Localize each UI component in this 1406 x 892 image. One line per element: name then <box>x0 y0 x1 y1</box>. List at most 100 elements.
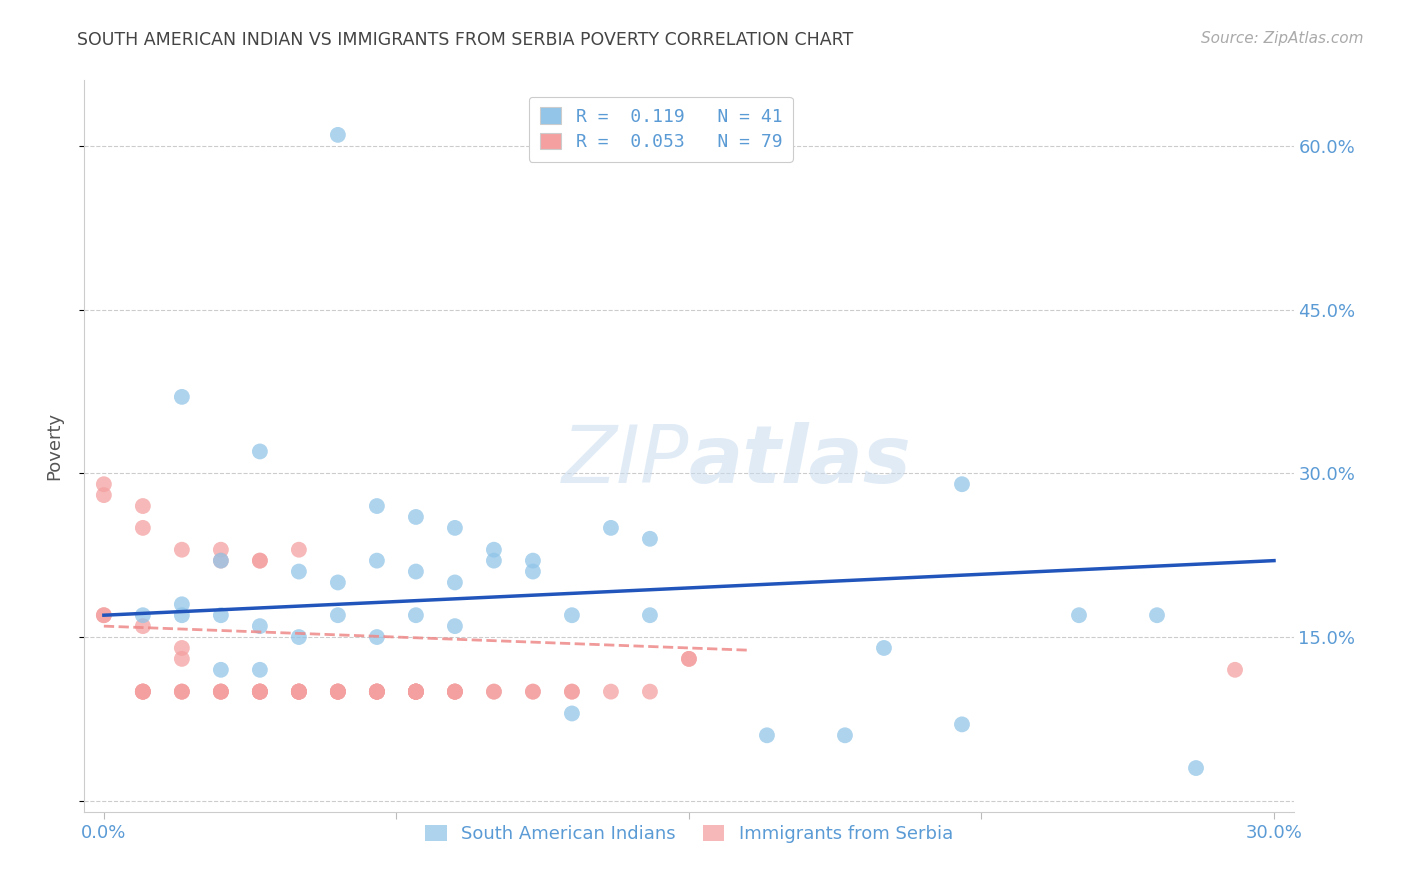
Point <box>405 684 427 698</box>
Point <box>288 542 311 557</box>
Point <box>132 684 155 698</box>
Point <box>561 684 583 698</box>
Point <box>522 554 544 568</box>
Point <box>288 630 311 644</box>
Point <box>366 630 388 644</box>
Point <box>366 684 388 698</box>
Point <box>288 684 311 698</box>
Point <box>170 684 193 698</box>
Point <box>288 684 311 698</box>
Point <box>209 608 232 623</box>
Point <box>366 684 388 698</box>
Point <box>288 565 311 579</box>
Point <box>170 684 193 698</box>
Point <box>93 608 115 623</box>
Point <box>638 684 661 698</box>
Point <box>405 684 427 698</box>
Point <box>249 619 271 633</box>
Point <box>326 684 349 698</box>
Point <box>288 684 311 698</box>
Point <box>209 684 232 698</box>
Point <box>93 608 115 623</box>
Point <box>366 499 388 513</box>
Point <box>170 640 193 655</box>
Point <box>561 706 583 721</box>
Point <box>405 608 427 623</box>
Point <box>249 684 271 698</box>
Point <box>209 554 232 568</box>
Point <box>209 663 232 677</box>
Point <box>600 521 623 535</box>
Point <box>249 663 271 677</box>
Point <box>249 684 271 698</box>
Point <box>444 521 467 535</box>
Point <box>444 619 467 633</box>
Point <box>561 684 583 698</box>
Point <box>1223 663 1246 677</box>
Point <box>170 542 193 557</box>
Point <box>873 640 896 655</box>
Point <box>209 684 232 698</box>
Point <box>482 554 505 568</box>
Point <box>444 684 467 698</box>
Point <box>209 554 232 568</box>
Point <box>132 684 155 698</box>
Point <box>405 684 427 698</box>
Point <box>405 684 427 698</box>
Point <box>249 684 271 698</box>
Text: Source: ZipAtlas.com: Source: ZipAtlas.com <box>1201 31 1364 46</box>
Legend: South American Indians, Immigrants from Serbia: South American Indians, Immigrants from … <box>418 818 960 850</box>
Point <box>288 684 311 698</box>
Point <box>522 684 544 698</box>
Point <box>834 728 856 742</box>
Point <box>444 575 467 590</box>
Point <box>366 684 388 698</box>
Point <box>444 684 467 698</box>
Point <box>93 477 115 491</box>
Point <box>326 684 349 698</box>
Point <box>405 510 427 524</box>
Y-axis label: Poverty: Poverty <box>45 412 63 480</box>
Point <box>405 684 427 698</box>
Point <box>366 554 388 568</box>
Point <box>326 684 349 698</box>
Text: ZIP: ZIP <box>561 422 689 500</box>
Point <box>326 128 349 142</box>
Point <box>444 684 467 698</box>
Point <box>482 542 505 557</box>
Point <box>249 554 271 568</box>
Point <box>1185 761 1208 775</box>
Point <box>288 684 311 698</box>
Point <box>950 477 973 491</box>
Point <box>132 521 155 535</box>
Point <box>170 684 193 698</box>
Point <box>249 684 271 698</box>
Point <box>209 684 232 698</box>
Point <box>366 684 388 698</box>
Point <box>405 565 427 579</box>
Point <box>326 684 349 698</box>
Point <box>482 684 505 698</box>
Point <box>1067 608 1090 623</box>
Point <box>132 684 155 698</box>
Point <box>326 575 349 590</box>
Point <box>678 652 700 666</box>
Point <box>405 684 427 698</box>
Point <box>132 684 155 698</box>
Point <box>170 597 193 611</box>
Point <box>1146 608 1168 623</box>
Point <box>755 728 778 742</box>
Point <box>482 684 505 698</box>
Point <box>366 684 388 698</box>
Point <box>950 717 973 731</box>
Point <box>288 684 311 698</box>
Point <box>209 542 232 557</box>
Point <box>405 684 427 698</box>
Point <box>249 554 271 568</box>
Point <box>170 608 193 623</box>
Point <box>405 684 427 698</box>
Point <box>132 608 155 623</box>
Point <box>405 684 427 698</box>
Point <box>288 684 311 698</box>
Point <box>326 684 349 698</box>
